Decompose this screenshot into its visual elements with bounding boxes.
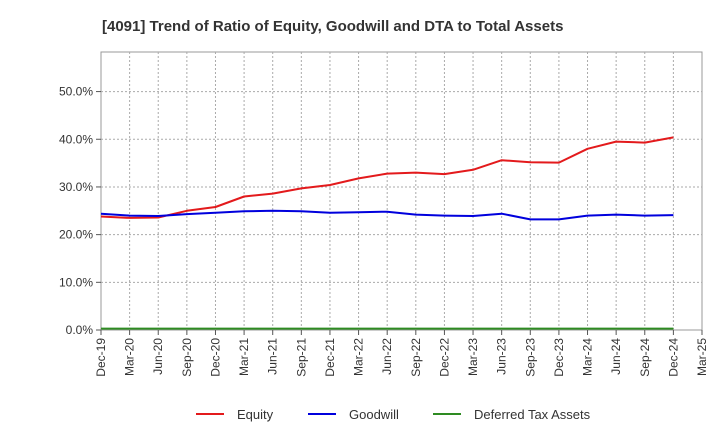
x-tick-label: Dec-21 xyxy=(323,338,337,377)
y-axis: 0.0% 10.0% 20.0% 30.0% 40.0% 50.0% xyxy=(59,85,101,337)
y-tick-label: 10.0% xyxy=(59,275,93,289)
x-tick-label: Mar-25 xyxy=(695,338,709,376)
x-tick-label: Dec-19 xyxy=(94,338,108,377)
x-tick-label: Jun-24 xyxy=(609,338,623,375)
x-tick-label: Mar-24 xyxy=(581,338,595,376)
x-tick-label: Mar-21 xyxy=(237,338,251,376)
legend-label: Goodwill xyxy=(349,407,399,422)
chart-title: [4091] Trend of Ratio of Equity, Goodwil… xyxy=(102,18,563,35)
series-line-equity xyxy=(100,136,674,219)
x-tick-label: Mar-22 xyxy=(352,338,366,376)
x-tick-label: Sep-24 xyxy=(638,338,652,377)
grid xyxy=(101,52,702,330)
y-tick-label: 40.0% xyxy=(59,132,93,146)
x-tick-label: Sep-20 xyxy=(180,338,194,377)
x-tick-label: Dec-23 xyxy=(552,338,566,377)
legend: Equity Goodwill Deferred Tax Assets xyxy=(196,407,591,422)
x-tick-label: Sep-23 xyxy=(523,338,537,377)
x-tick-label: Jun-23 xyxy=(495,338,509,375)
y-tick-label: 0.0% xyxy=(66,323,94,337)
series-group xyxy=(100,136,674,330)
x-tick-label: Jun-22 xyxy=(380,338,394,375)
legend-label: Deferred Tax Assets xyxy=(474,407,591,422)
x-tick-label: Mar-23 xyxy=(466,338,480,376)
x-tick-label: Dec-22 xyxy=(437,338,451,377)
x-tick-label: Mar-20 xyxy=(123,338,137,376)
x-tick-label: Dec-20 xyxy=(208,338,222,377)
series-line-goodwill xyxy=(100,209,674,221)
y-tick-label: 50.0% xyxy=(59,85,93,99)
x-tick-label: Sep-21 xyxy=(294,338,308,377)
x-tick-label: Jun-21 xyxy=(266,338,280,375)
x-tick-label: Jun-20 xyxy=(151,338,165,375)
x-tick-label: Dec-24 xyxy=(666,338,680,377)
y-tick-label: 30.0% xyxy=(59,180,93,194)
plot-area xyxy=(100,51,703,331)
x-axis: Dec-19 Mar-20 Jun-20 Sep-20 Dec-20 Mar-21 Jun-… xyxy=(94,330,709,377)
y-tick-label: 20.0% xyxy=(59,228,93,242)
legend-label: Equity xyxy=(237,407,274,422)
x-tick-label: Sep-22 xyxy=(409,338,423,377)
